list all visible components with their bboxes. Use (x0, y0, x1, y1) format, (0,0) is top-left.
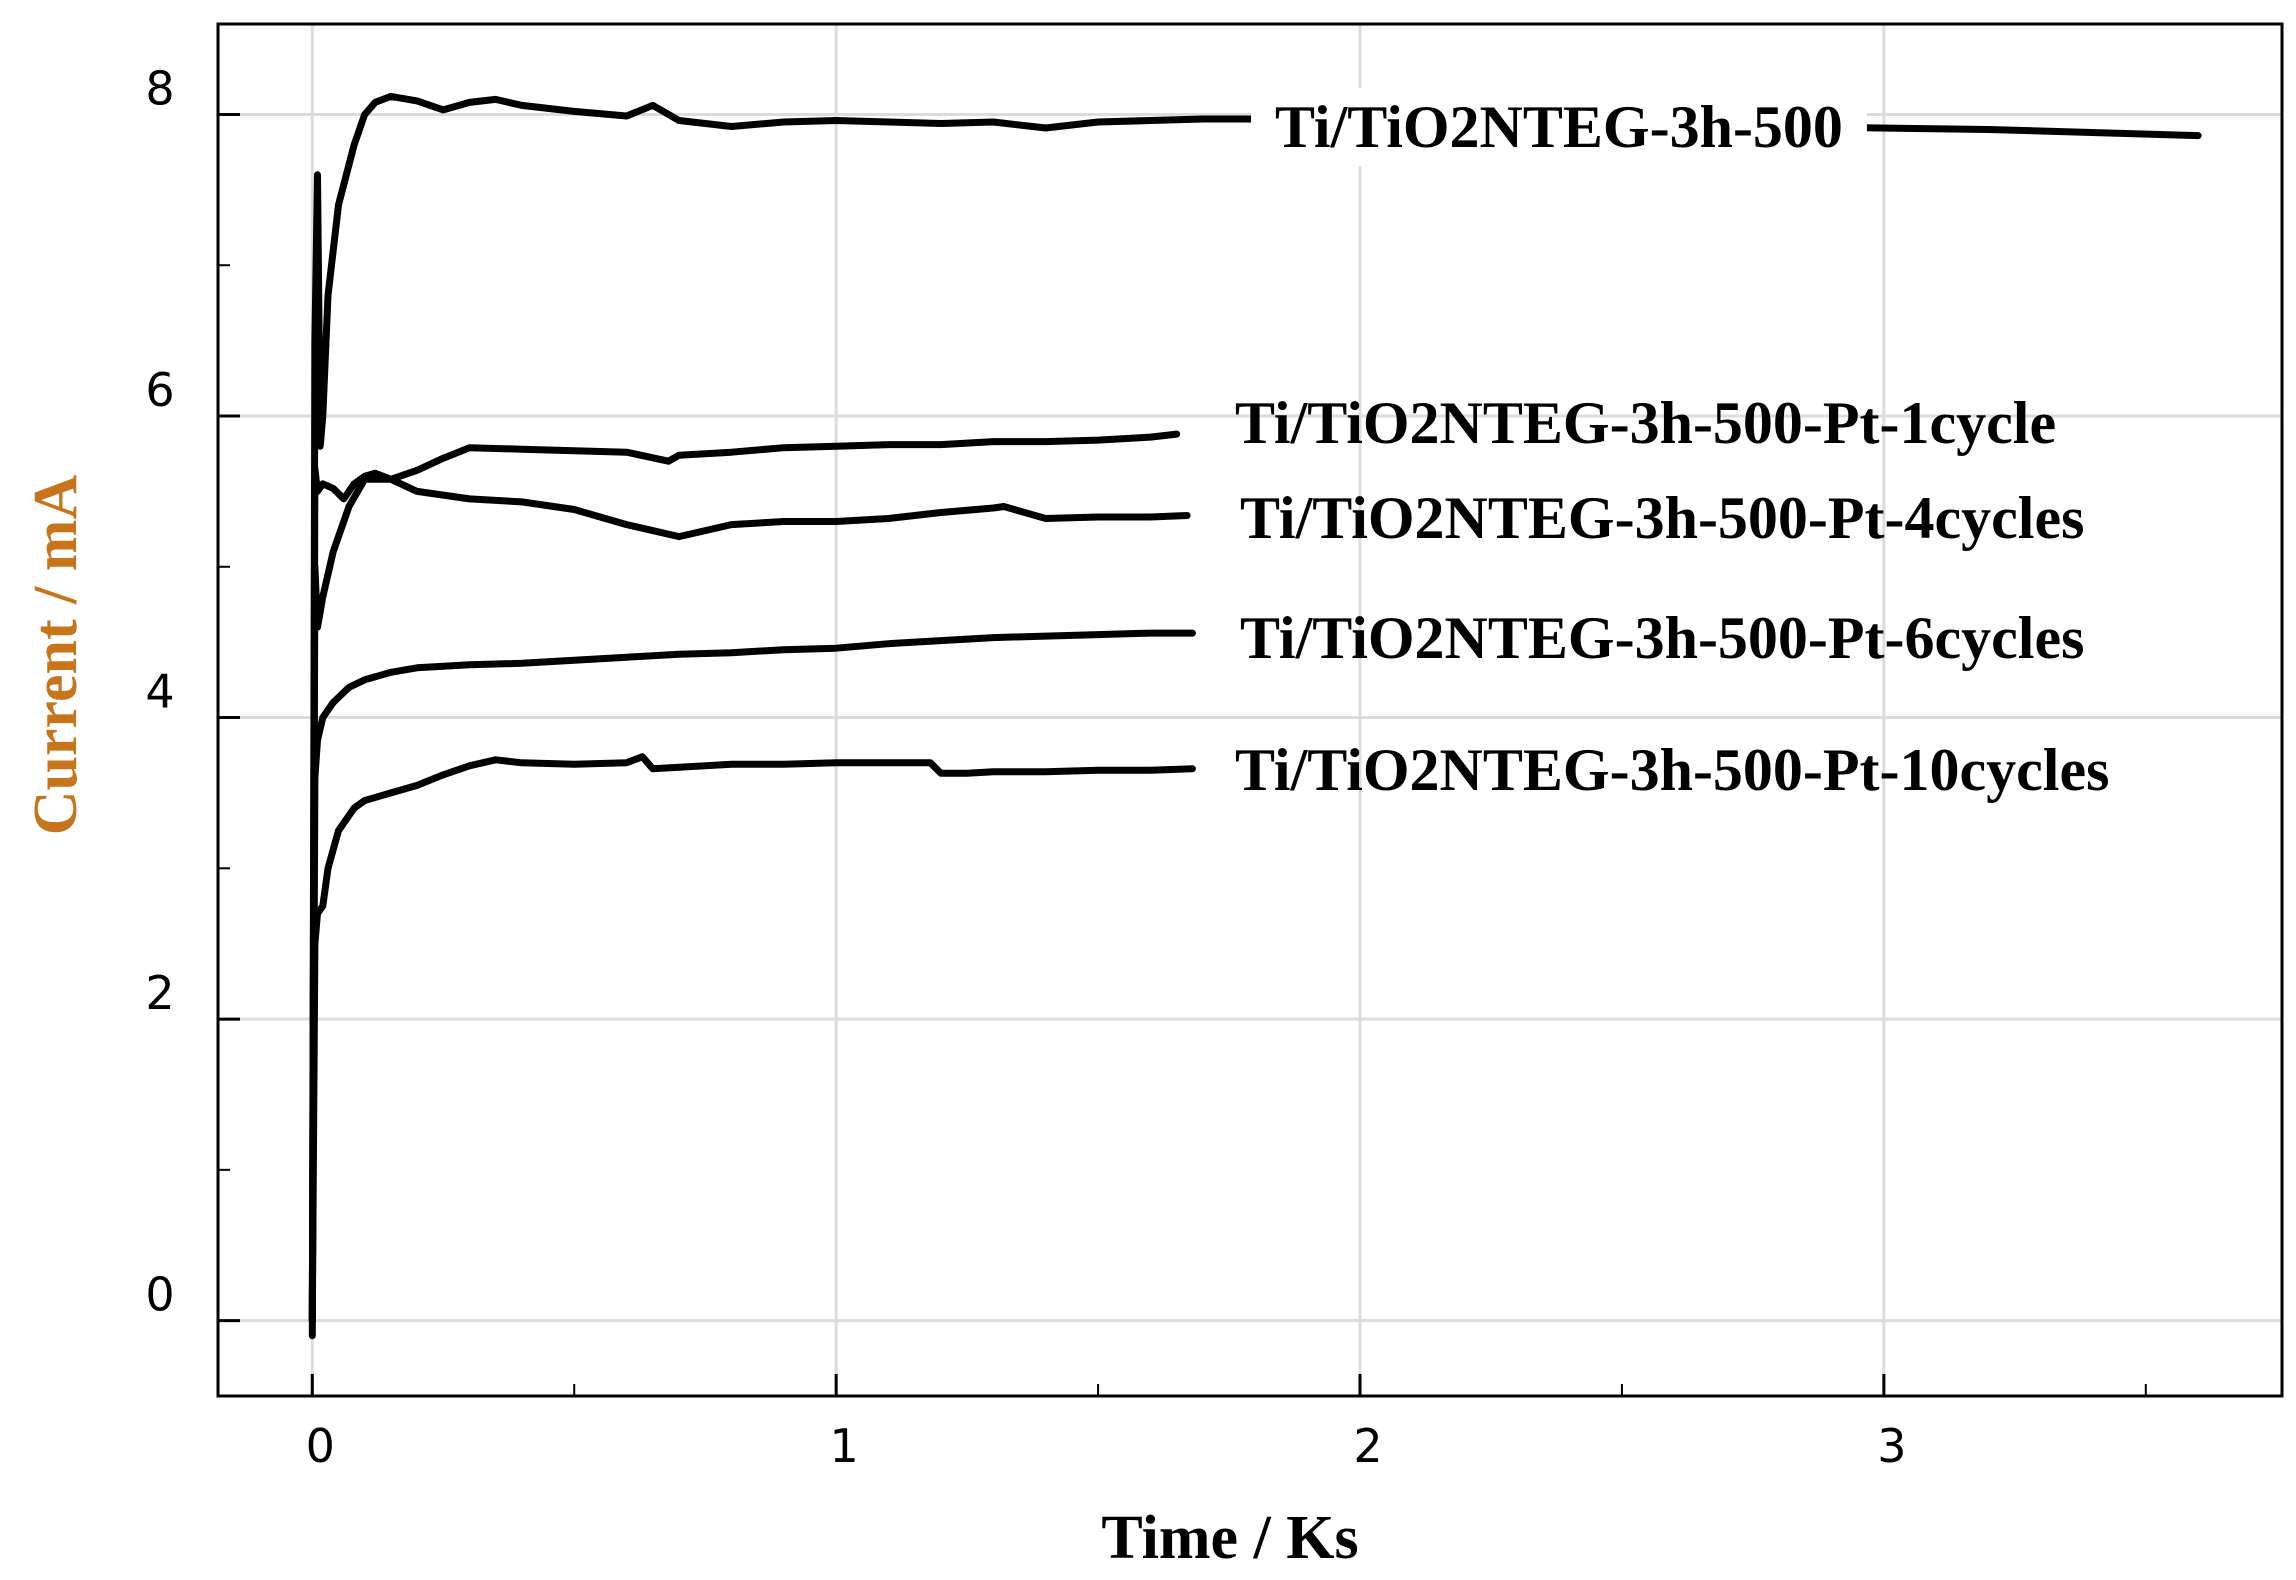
x-tick-label: 1 (830, 1419, 859, 1473)
y-tick-label: 8 (145, 61, 174, 115)
series-label-3: Ti/TiO2NTEG-3h-500-Pt-4cycles (1240, 485, 2084, 551)
series-label-1: Ti/TiO2NTEG-3h-500 (1275, 94, 1843, 160)
tick-labels: 0 1 2 3 0 2 4 6 8 (145, 61, 1906, 1473)
series-labels: Ti/TiO2NTEG-3h-500 Ti/TiO2NTEG-3h-500-Pt-… (1235, 88, 2109, 803)
x-tick-label: 2 (1353, 1419, 1382, 1473)
y-tick-label: 2 (145, 966, 174, 1020)
series-label-2: Ti/TiO2NTEG-3h-500-Pt-1cycle (1235, 390, 2056, 456)
y-tick-label: 0 (145, 1268, 174, 1322)
series-lines (308, 92, 2202, 1340)
grid-lines (218, 24, 2282, 1396)
y-tick-label: 4 (145, 665, 174, 719)
x-axis-title: Time / Ks (1101, 1504, 1358, 1572)
series-line-3 (308, 465, 1191, 1325)
x-tick-label: 3 (1877, 1419, 1906, 1473)
axis-ticks (218, 112, 2147, 1396)
y-tick-label: 6 (145, 363, 174, 417)
series-label-4: Ti/TiO2NTEG-3h-500-Pt-6cycles (1240, 605, 2084, 671)
series-line-4 (308, 629, 1196, 1325)
y-axis-title: Current / mA (22, 475, 90, 836)
x-tick-label: 0 (306, 1419, 335, 1473)
plot-frame (216, 22, 2284, 1398)
series-label-5: Ti/TiO2NTEG-3h-500-Pt-10cycles (1235, 737, 2109, 803)
series-label-backing (1251, 88, 1867, 166)
series-line-5 (308, 753, 1196, 1325)
series-line-2 (308, 430, 1181, 1325)
series-line-1 (308, 92, 2202, 1340)
